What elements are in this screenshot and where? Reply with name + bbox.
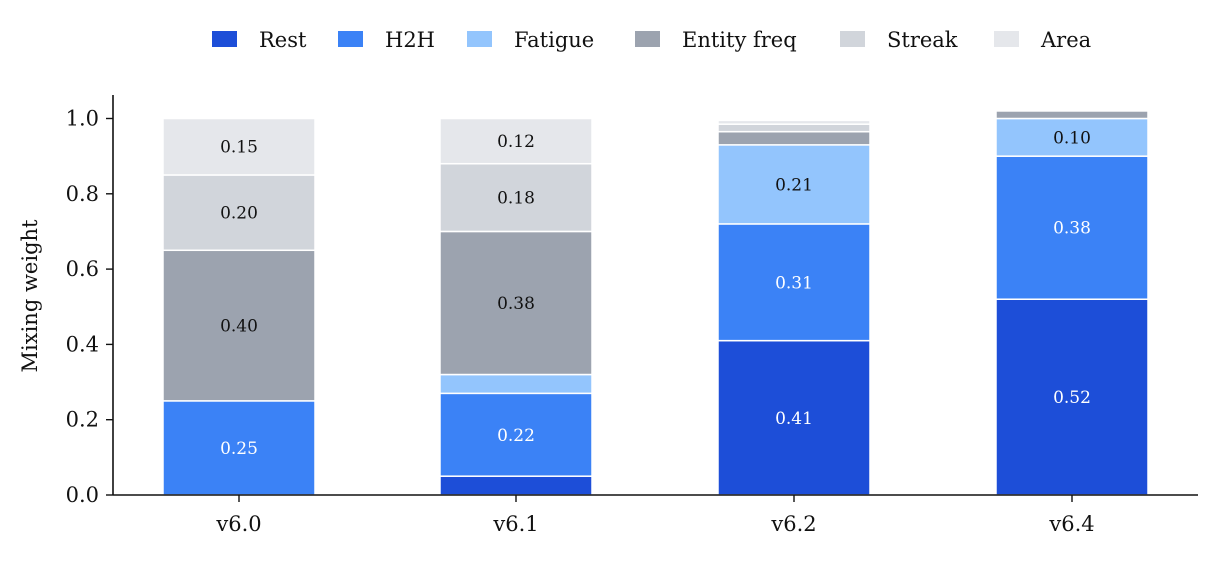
bar-segment (439, 230, 593, 376)
bar-value-label: 0.18 (497, 189, 535, 209)
legend-swatch (635, 31, 660, 47)
bar-segment (162, 249, 316, 402)
bar-value-label: 0.38 (497, 294, 535, 314)
bar-segment (717, 130, 871, 146)
legend-label: Entity freq (682, 28, 797, 52)
bar-value-label: 0.40 (220, 317, 258, 337)
legend-label: Streak (887, 28, 958, 52)
bar-segment (439, 475, 593, 496)
y-tick-label: 1.0 (66, 107, 99, 131)
bar-value-label: 0.52 (1053, 388, 1091, 408)
bar-segment (995, 298, 1149, 496)
bar-value-label: 0.38 (1053, 219, 1091, 239)
bar-segment (717, 144, 871, 225)
legend-label: Rest (259, 28, 307, 52)
y-tick-label: 0.2 (66, 408, 99, 432)
bar-segment (439, 392, 593, 477)
bar-value-label: 0.20 (220, 204, 258, 224)
legend: Rest H2H Fatigue Entity freq Streak Area (212, 28, 1091, 52)
legend-swatch (467, 31, 492, 47)
legend-label: Area (1040, 28, 1091, 52)
bar-value-label: 0.12 (497, 132, 535, 152)
x-tick-label: v6.4 (1048, 512, 1094, 536)
x-tick-label: v6.1 (492, 512, 538, 536)
x-tick-label: v6.2 (770, 512, 816, 536)
bar-segment (439, 162, 593, 233)
y-axis-label: Mixing weight (18, 219, 42, 373)
bar-segment (162, 117, 316, 176)
bar-value-label: 0.25 (220, 439, 258, 459)
bar-value-label: 0.31 (775, 273, 813, 293)
legend-swatch (840, 31, 865, 47)
y-tick-label: 0.8 (66, 182, 99, 206)
bar-segment (162, 400, 316, 496)
bar-segment (717, 123, 871, 133)
y-tick-label: 0.6 (66, 257, 99, 281)
legend-label: Fatigue (514, 28, 594, 52)
bar-segment (439, 373, 593, 395)
bar-segment (717, 119, 871, 125)
bar-segment (995, 155, 1149, 300)
axes-group: 0.0 0.2 0.4 0.6 0.8 1.0 v6.0 v6.1 v6.2 v6.4 (66, 95, 1198, 536)
bar-segment (995, 110, 1149, 120)
bar-value-label: 0.10 (1053, 128, 1091, 148)
legend-swatch (212, 31, 237, 47)
value-labels-group: 0.25 0.40 0.20 0.15 0.22 0.38 0.18 0.12 0.41 0.31… (220, 128, 1091, 459)
x-tick-label: v6.0 (215, 512, 261, 536)
bars-group (162, 110, 1149, 496)
bar-segment (717, 223, 871, 342)
bar-value-label: 0.22 (497, 426, 535, 446)
y-tick-label: 0.4 (66, 332, 99, 356)
bar-value-label: 0.41 (775, 409, 813, 429)
y-tick-label: 0.0 (66, 483, 99, 507)
legend-label: H2H (385, 28, 435, 52)
bar-value-label: 0.21 (775, 175, 813, 195)
bar-segment (439, 117, 593, 165)
bar-value-label: 0.15 (220, 138, 258, 158)
legend-swatch (994, 31, 1019, 47)
legend-swatch (338, 31, 363, 47)
